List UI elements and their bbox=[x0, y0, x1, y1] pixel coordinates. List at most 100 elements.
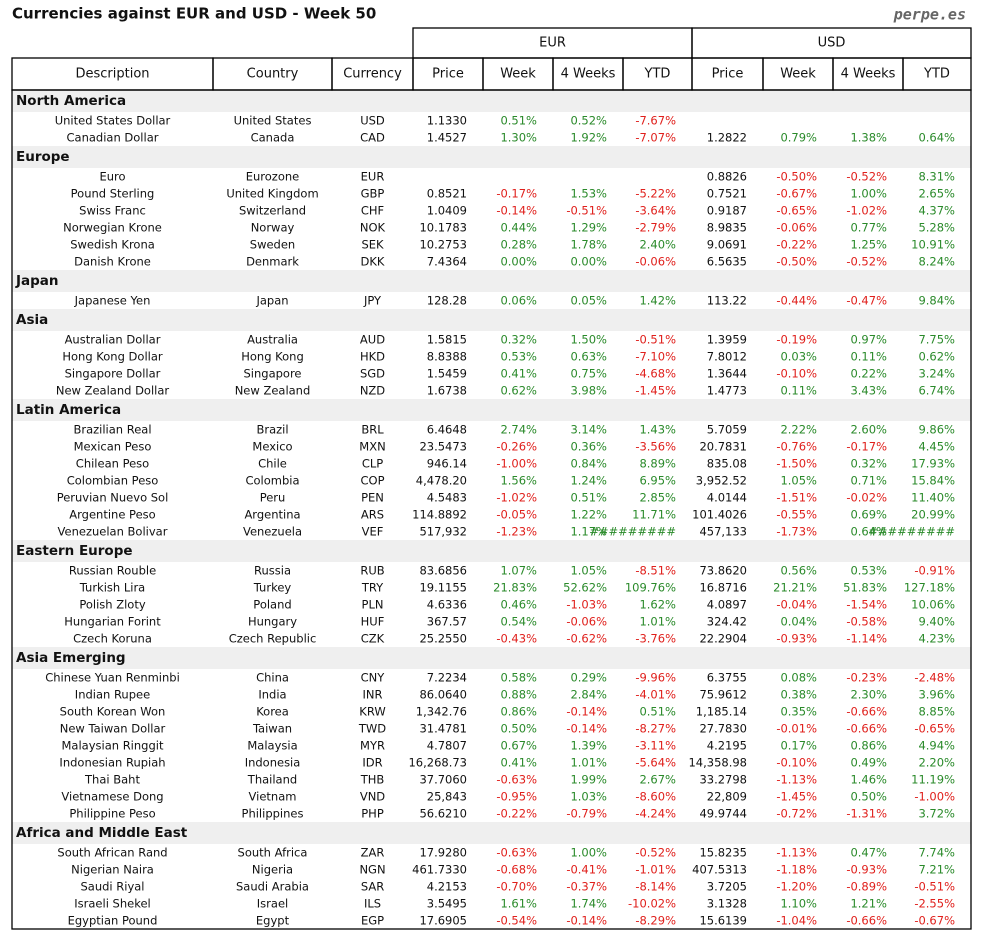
change-cell: -0.76% bbox=[776, 440, 817, 454]
change-cell: -0.04% bbox=[776, 598, 817, 612]
change-cell: 0.77% bbox=[850, 221, 887, 235]
price-cell: 946.14 bbox=[427, 457, 467, 471]
price-cell: 9.0691 bbox=[707, 238, 747, 252]
change-cell: -1.50% bbox=[776, 457, 817, 471]
cell: Singapore bbox=[243, 367, 301, 381]
price-cell: 73.8620 bbox=[699, 564, 747, 578]
change-cell: 1.07% bbox=[500, 564, 537, 578]
cell: Norway bbox=[251, 221, 295, 235]
price-cell: 31.4781 bbox=[419, 722, 467, 736]
change-cell: 1.42% bbox=[639, 294, 676, 308]
change-cell: -0.06% bbox=[566, 615, 607, 629]
change-cell: -0.91% bbox=[914, 564, 955, 578]
change-cell: 0.00% bbox=[500, 255, 537, 269]
cell: Argentine Peso bbox=[69, 508, 155, 522]
cell: SGD bbox=[360, 367, 385, 381]
change-cell: -1.20% bbox=[776, 880, 817, 894]
change-cell: -0.51% bbox=[914, 880, 955, 894]
section-band bbox=[12, 146, 971, 168]
change-cell: 3.96% bbox=[918, 688, 955, 702]
price-cell: 0.8521 bbox=[427, 187, 467, 201]
change-cell: 1.05% bbox=[780, 474, 817, 488]
column-label: Price bbox=[432, 67, 464, 82]
change-cell: 0.41% bbox=[500, 756, 537, 770]
cell: Peru bbox=[260, 491, 286, 505]
section-band bbox=[12, 309, 971, 331]
price-cell: 22,809 bbox=[707, 790, 747, 804]
section-band bbox=[12, 540, 971, 562]
change-cell: -1.51% bbox=[776, 491, 817, 505]
price-cell: 56.6210 bbox=[419, 807, 467, 821]
cell: Israeli Shekel bbox=[74, 897, 150, 911]
change-cell: 109.76% bbox=[625, 581, 676, 595]
change-cell: -5.64% bbox=[635, 756, 676, 770]
cell: THB bbox=[360, 773, 385, 787]
cell: United Kingdom bbox=[226, 187, 318, 201]
cell: Eurozone bbox=[246, 170, 300, 184]
price-cell: 8.9835 bbox=[707, 221, 747, 235]
change-cell: -0.79% bbox=[566, 807, 607, 821]
cell: Japan bbox=[255, 294, 288, 308]
cell: GBP bbox=[361, 187, 385, 201]
price-cell: 113.22 bbox=[707, 294, 747, 308]
change-cell: 1.22% bbox=[570, 508, 607, 522]
change-cell: -0.23% bbox=[846, 671, 887, 685]
change-cell: 4.94% bbox=[918, 739, 955, 753]
column-label: Description bbox=[75, 67, 149, 82]
change-cell: 5.28% bbox=[918, 221, 955, 235]
change-cell: -0.54% bbox=[496, 914, 537, 928]
cell: Singapore Dollar bbox=[65, 367, 161, 381]
price-cell: 0.7521 bbox=[707, 187, 747, 201]
price-cell: 4.7807 bbox=[427, 739, 467, 753]
change-cell: -0.14% bbox=[566, 722, 607, 736]
section-label: Asia bbox=[16, 312, 48, 328]
price-cell: 86.0640 bbox=[419, 688, 467, 702]
price-cell: 49.9744 bbox=[699, 807, 747, 821]
cell: Russia bbox=[254, 564, 291, 578]
change-cell: -8.60% bbox=[635, 790, 676, 804]
change-cell: -8.51% bbox=[635, 564, 676, 578]
cell: ZAR bbox=[361, 846, 385, 860]
change-cell: 0.29% bbox=[570, 671, 607, 685]
change-cell: 0.44% bbox=[500, 221, 537, 235]
price-cell: 15.6139 bbox=[699, 914, 747, 928]
change-cell: 1.78% bbox=[570, 238, 607, 252]
change-cell: -0.55% bbox=[776, 508, 817, 522]
change-cell: -0.01% bbox=[776, 722, 817, 736]
change-cell: 0.32% bbox=[850, 457, 887, 471]
cell: PHP bbox=[361, 807, 384, 821]
cell: Swiss Franc bbox=[79, 204, 146, 218]
change-cell: 1.25% bbox=[850, 238, 887, 252]
column-label: Price bbox=[712, 67, 744, 82]
change-cell: 10.91% bbox=[911, 238, 955, 252]
price-cell: 835.08 bbox=[707, 457, 747, 471]
cell: VEF bbox=[362, 525, 384, 539]
change-cell: 0.71% bbox=[850, 474, 887, 488]
cell: Russian Rouble bbox=[69, 564, 156, 578]
change-cell: 1.53% bbox=[570, 187, 607, 201]
change-cell: 21.21% bbox=[773, 581, 817, 595]
price-cell: 17.6905 bbox=[419, 914, 467, 928]
change-cell: 0.17% bbox=[780, 739, 817, 753]
cell: Chile bbox=[258, 457, 287, 471]
change-cell: 0.32% bbox=[500, 333, 537, 347]
change-cell: -1.02% bbox=[846, 204, 887, 218]
change-cell: 0.11% bbox=[850, 350, 887, 364]
change-cell: 3.72% bbox=[918, 807, 955, 821]
cell: Philippine Peso bbox=[69, 807, 155, 821]
change-cell: 0.63% bbox=[570, 350, 607, 364]
change-cell: -0.06% bbox=[776, 221, 817, 235]
cell: Norwegian Krone bbox=[63, 221, 162, 235]
cell: Euro bbox=[99, 170, 125, 184]
cell: Mexico bbox=[252, 440, 292, 454]
price-cell: 6.3755 bbox=[707, 671, 747, 685]
change-cell: 2.30% bbox=[850, 688, 887, 702]
change-cell: -0.02% bbox=[846, 491, 887, 505]
price-cell: 6.4648 bbox=[427, 423, 467, 437]
change-cell: -1.18% bbox=[776, 863, 817, 877]
section-band bbox=[12, 647, 971, 669]
column-label: YTD bbox=[923, 67, 950, 82]
change-cell: 1.00% bbox=[570, 846, 607, 860]
change-cell: -0.95% bbox=[496, 790, 537, 804]
change-cell: -1.31% bbox=[846, 807, 887, 821]
